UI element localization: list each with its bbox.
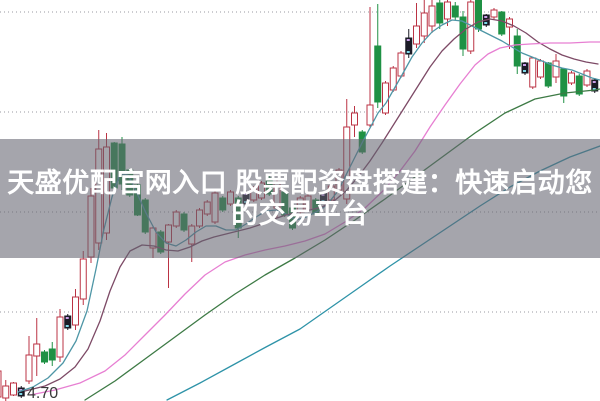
low-price-label: 4.70 xyxy=(27,385,58,401)
headline-line1: 天盛优配官网入口 股票配资盘搭建：快速启动您 xyxy=(7,167,593,198)
headline-line2: 的交易平台 xyxy=(231,198,369,229)
headline-overlay-band: 天盛优配官网入口 股票配资盘搭建：快速启动您 的交易平台 xyxy=(0,139,600,258)
